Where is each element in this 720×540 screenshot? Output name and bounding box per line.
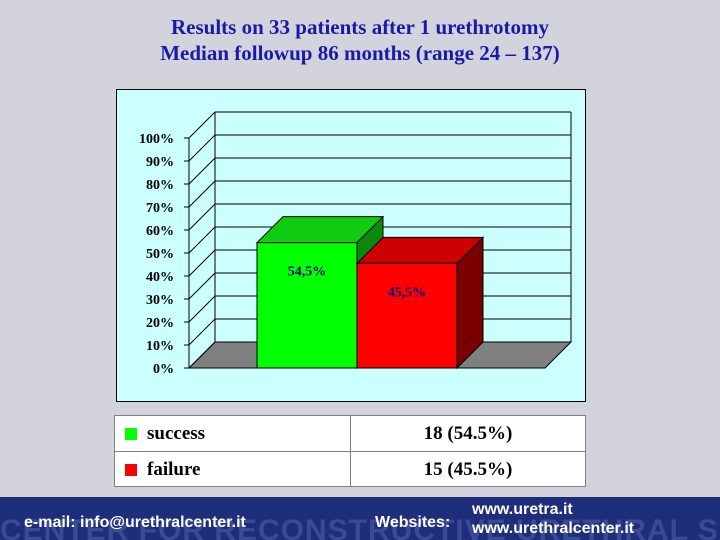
y-tick-label: 60% — [146, 224, 174, 239]
legend-value-success: 18 (54.5%) — [423, 423, 513, 444]
y-tick-label: 20% — [146, 316, 174, 331]
title-line-1: Results on 33 patients after 1 urethroto… — [171, 15, 549, 39]
website-link-1[interactable]: www.uretra.it — [472, 501, 573, 518]
y-tick-label: 100% — [139, 132, 174, 147]
y-tick-label: 10% — [146, 339, 174, 354]
side-gridline — [188, 249, 216, 277]
y-tick-label: 0% — [153, 362, 174, 377]
legend-value-failure: 15 (45.5%) — [423, 459, 513, 480]
table-row: failure 15 (45.5%) — [115, 452, 585, 487]
side-gridline — [188, 272, 216, 300]
bar-failure — [356, 262, 458, 369]
title-line-2: Median followup 86 months (range 24 – 13… — [160, 41, 560, 65]
side-gridline — [188, 111, 216, 139]
side-gridline — [188, 226, 216, 254]
y-tick-label: 30% — [146, 293, 174, 308]
side-gridline — [188, 318, 216, 346]
side-gridline — [188, 295, 216, 323]
y-tick-label: 50% — [146, 247, 174, 262]
footer-watermark: CENTER FOR RECONSTRUCTIVE URETHRAL SURGE… — [0, 514, 720, 540]
bar-chart: 0% 10% 20% 30% 40% 50% 60% 70% 80% 90% 100% 54,5% 45… — [139, 111, 573, 377]
failure-swatch — [125, 464, 137, 476]
side-gridline — [188, 203, 216, 231]
legend-label-success: success — [147, 423, 206, 444]
chart-area: 0% 10% 20% 30% 40% 50% 60% 70% 80% 90% 100% 54,5% 45… — [116, 89, 586, 402]
footer-bar: CENTER FOR RECONSTRUCTIVE URETHRAL SURGE… — [0, 497, 720, 540]
y-tick-label: 40% — [146, 270, 174, 285]
side-gridline — [188, 134, 216, 162]
success-swatch — [125, 428, 137, 440]
footer-websites: www.uretra.it www.urethralcenter.it — [472, 500, 634, 538]
footer-websites-label: Websites: — [375, 514, 451, 531]
side-gridline — [188, 180, 216, 208]
website-link-2[interactable]: www.urethralcenter.it — [472, 520, 635, 537]
legend-label-failure: failure — [147, 459, 201, 480]
footer-email[interactable]: e-mail: info@urethralcenter.it — [24, 514, 246, 531]
data-label-failure: 45,5% — [388, 285, 427, 300]
legend-table: success 18 (54.5%) failure 15 (45.5%) — [114, 415, 586, 487]
side-gridline — [188, 341, 216, 369]
y-tick-label: 70% — [146, 201, 174, 216]
y-tick-label: 80% — [146, 178, 174, 193]
bar-success — [256, 242, 358, 369]
side-gridline — [188, 157, 216, 185]
slide-title: Results on 33 patients after 1 urethroto… — [0, 14, 720, 66]
table-row: success 18 (54.5%) — [115, 416, 585, 452]
data-label-success: 54,5% — [288, 265, 327, 280]
y-tick-label: 90% — [146, 155, 174, 170]
